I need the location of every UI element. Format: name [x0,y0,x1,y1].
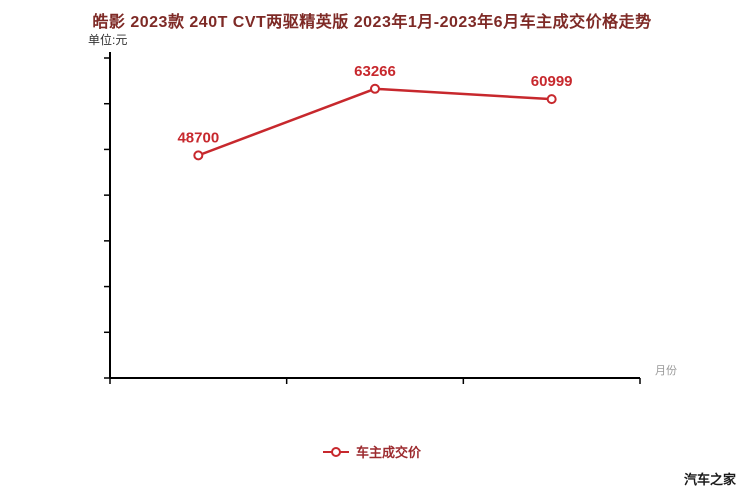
data-point-label: 60999 [531,73,573,90]
series-line [197,87,552,157]
data-point-marker [193,150,204,161]
y-axis-unit-label: 单位:元 [88,33,128,47]
data-point-marker [370,83,380,94]
legend-circle-icon [330,446,341,457]
data-point-marker [546,94,557,105]
legend-item-series[interactable]: 车主成交价 [0,442,744,461]
data-point-label: 63266 [354,63,396,80]
watermark-autohome: 汽车之家 [683,472,736,487]
data-point-label: 48700 [177,129,219,146]
legend-label: 车主成交价 [355,445,421,460]
chart-title: 皓影 2023款 240T CVT两驱精英版 2023年1月-2023年6月车主… [92,14,652,31]
x-axis-label: 月份 [655,365,677,377]
legend-line-marker-icon [322,446,349,457]
